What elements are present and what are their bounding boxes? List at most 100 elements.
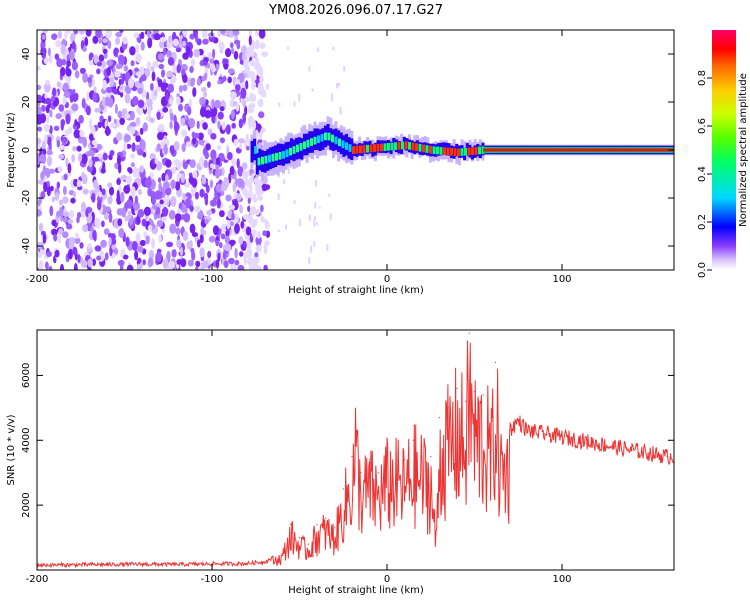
noise-speck [72,246,78,256]
noise-speck [106,86,113,93]
noise-speck [135,232,141,244]
noise-speck [62,216,68,223]
noise-speck [41,140,46,151]
signal-core [306,139,310,148]
signal-core [320,133,324,142]
noise-speck [169,120,173,130]
noise-speck [201,30,208,39]
snr-data-point [648,452,651,454]
signal-core [327,132,331,141]
noise-speck [46,251,52,257]
noise-speck [170,179,177,189]
noise-speck [251,205,256,214]
noise-speck [230,109,235,120]
noise-speck [102,79,107,91]
noise-speck [67,218,74,224]
noise-speck [248,35,252,46]
noise-speck [230,91,237,100]
snr-data-point [377,472,379,474]
noise-speck [125,236,130,247]
y-tick-label: 4000 [21,428,32,453]
noise-speck [229,239,236,246]
noise-speck [127,210,132,220]
noise-speck [259,42,266,49]
noise-speck [111,244,117,250]
noise-speck [168,35,172,43]
noise-speck [74,119,78,126]
noise-speck [175,213,182,222]
noise-speck [234,259,240,266]
signal-band [371,144,375,157]
noise-speck [176,64,181,74]
noise-speck [130,186,136,198]
noise-speck [117,54,125,64]
signal-core [352,146,355,154]
x-tick-label: 100 [552,574,571,585]
noise-speck [54,53,60,60]
noise-speck [93,156,100,162]
noise-speck [42,148,47,156]
noise-speck [169,223,177,234]
noise-speck [123,65,129,72]
noise-speck [229,221,235,227]
noise-speck [117,218,123,227]
noise-speck [100,158,104,164]
noise-speck [182,30,188,36]
noise-speck [45,261,49,270]
signal-core [439,147,443,155]
noise-speck [59,263,65,270]
snr-data-point [596,442,598,445]
noise-speck [37,209,42,217]
noise-speck [116,208,123,216]
noise-speck [45,79,51,86]
signal-core [264,155,268,164]
colorbar-tick-label: 0.2 [697,214,708,230]
noise-speck [193,30,198,38]
noise-speck [196,78,201,86]
noise-speck [138,189,142,196]
noise-speck [137,245,144,253]
colorbar-ticks: 0.0 0.2 0.4 0.6 0.8 [697,70,712,278]
faint-speck [293,200,296,204]
noise-speck [199,247,205,258]
noise-speck [115,31,123,38]
noise-speck [170,166,177,175]
noise-speck [158,234,162,243]
noise-speck [233,50,239,60]
noise-speck [157,131,164,141]
faint-speck [285,224,288,230]
noise-speck [92,91,98,103]
noise-speck [205,143,211,151]
signal-band [250,140,254,163]
noise-speck [123,142,128,151]
snr-data-point [578,439,581,441]
noise-speck [221,180,228,192]
noise-speck [41,34,46,40]
noise-speck [95,30,102,38]
noise-speck [194,205,201,213]
signal-core [429,145,432,154]
signal-core [366,144,369,153]
noise-speck [194,191,199,200]
noise-speck [210,149,217,160]
snr-plot-area [37,332,674,569]
signal-core [432,146,436,154]
noise-speck [107,40,112,49]
noise-speck [166,50,172,58]
noise-speck [238,143,243,150]
noise-speck [69,210,75,218]
noise-speck [210,163,215,169]
noise-speck [234,39,241,45]
signal-core [334,136,338,145]
noise-speck [245,52,251,58]
noise-speck [202,122,208,130]
snr-data-point [526,429,528,432]
noise-speck [165,159,172,168]
noise-speck [107,97,114,108]
noise-speck [98,38,102,44]
noise-speck [239,204,244,214]
signal-core [383,143,387,151]
noise-speck [81,201,86,212]
noise-speck [257,195,263,201]
noise-speck [51,196,56,203]
